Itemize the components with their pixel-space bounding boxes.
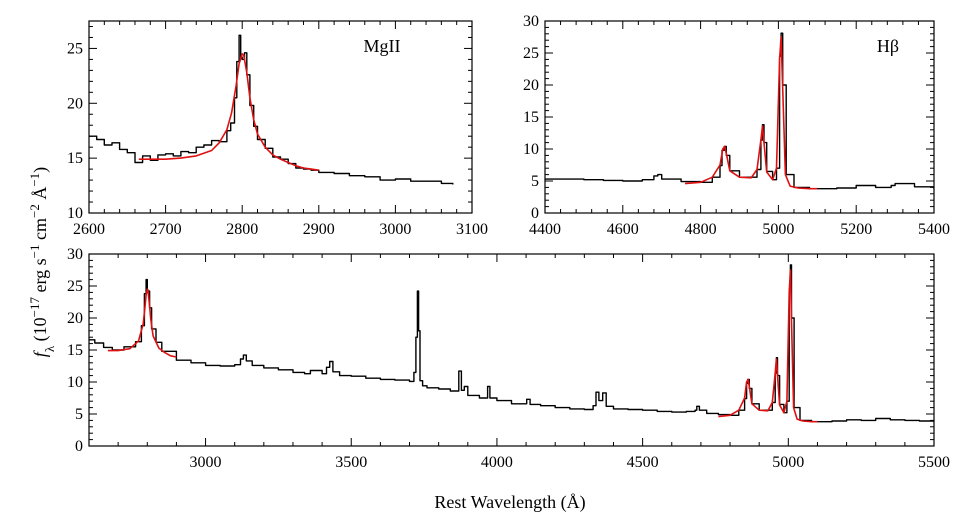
plot-frame-mgii (88, 20, 473, 214)
y-tick-label-full: 10 (67, 374, 83, 391)
y-tick-label-full: 15 (67, 342, 83, 359)
y-tick-label-full: 30 (67, 246, 83, 263)
y-tick-label-hbeta: 25 (523, 45, 539, 62)
y-tick-label-full: 25 (67, 278, 83, 295)
spectrum-line-full (89, 264, 934, 423)
x-tick-label-mgii: 2800 (226, 221, 258, 238)
x-tick-label-hbeta: 4600 (607, 221, 639, 238)
y-tick-label-hbeta: 30 (523, 13, 539, 30)
plot-frame-hbeta (544, 20, 935, 214)
y-tick-label-mgii: 20 (67, 95, 83, 112)
panel-label-mgii: MgII (364, 36, 401, 56)
x-tick-label-hbeta: 5200 (840, 221, 872, 238)
fit-line-mgii (138, 53, 319, 171)
x-tick-label-full: 5000 (772, 454, 804, 471)
panel-hbeta: 4400 4600 4800 5000 5200 5400 0 5 10 15 20 25 30 Hβ (523, 13, 950, 238)
x-tick-label-hbeta: 5000 (762, 221, 794, 238)
x-tick-label-hbeta: 4400 (529, 221, 561, 238)
spectrum-line-hbeta (545, 32, 934, 190)
y-tick-label-mgii: 10 (67, 205, 83, 222)
x-tick-label-hbeta: 5400 (918, 221, 950, 238)
y-tick-label-hbeta: 10 (523, 141, 539, 158)
x-tick-label-full: 4500 (627, 454, 659, 471)
x-tick-label-full: 4000 (481, 454, 513, 471)
fit-line-full (107, 269, 818, 423)
x-axis-title: Rest Wavelength (Å) (434, 492, 585, 513)
y-tick-label-hbeta: 20 (523, 77, 539, 94)
y-tick-label-mgii: 15 (67, 150, 83, 167)
x-tick-label-mgii: 2900 (303, 221, 335, 238)
x-tick-label-full: 3500 (335, 454, 367, 471)
y-tick-label-mgii: 25 (67, 40, 83, 57)
x-tick-label-full: 3000 (190, 454, 222, 471)
x-tick-label-full: 5500 (918, 454, 950, 471)
y-tick-label-full: 0 (75, 438, 83, 455)
x-tick-label-mgii: 2700 (150, 221, 182, 238)
x-tick-label-mgii: 3000 (379, 221, 411, 238)
plot-frame-full (88, 253, 935, 447)
y-tick-label-hbeta: 0 (531, 205, 539, 222)
fit-line-hbeta (684, 36, 818, 190)
panel-label-hbeta: Hβ (877, 36, 899, 56)
panel-mgii: 2600 2700 2800 2900 3000 3100 10 15 20 25 MgII (67, 20, 488, 238)
panel-full: 3000 3500 4000 4500 5000 5500 0 5 10 15 20 25 30 (67, 246, 950, 471)
x-tick-label-mgii: 3100 (456, 221, 488, 238)
y-axis-title: fλ (10−17 erg s−1 cm−2 Å−1) (27, 167, 57, 357)
spectrum-line-mgii (89, 34, 454, 185)
x-tick-label-mgii: 2600 (73, 221, 105, 238)
y-tick-label-full: 20 (67, 310, 83, 327)
y-tick-label-hbeta: 15 (523, 109, 539, 126)
y-tick-label-full: 5 (75, 406, 83, 423)
y-tick-label-hbeta: 5 (531, 173, 539, 190)
x-tick-label-hbeta: 4800 (685, 221, 717, 238)
